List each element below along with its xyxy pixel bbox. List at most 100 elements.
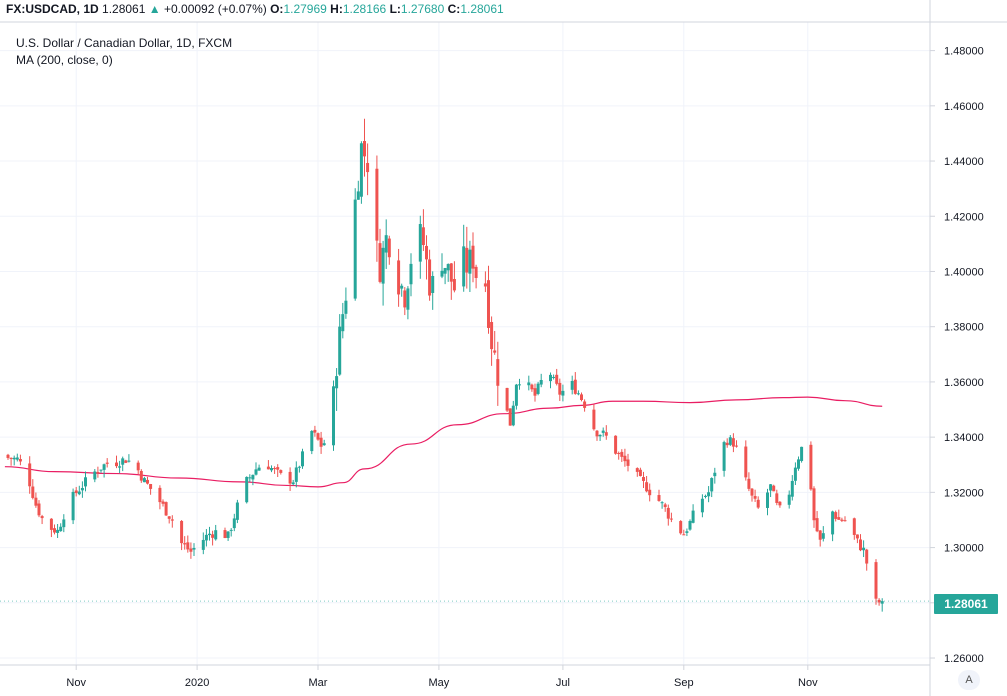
candle-body	[855, 534, 859, 539]
indicator-label[interactable]: MA (200, close, 0)	[16, 53, 113, 67]
candle-body	[598, 434, 602, 437]
candle-body	[735, 445, 738, 447]
candle-body	[381, 247, 385, 284]
candle-body	[192, 548, 196, 550]
candle-body	[865, 549, 869, 564]
candle-body	[638, 469, 642, 477]
candle-body	[626, 459, 630, 466]
candle-body	[28, 463, 32, 487]
candle-body	[852, 518, 856, 535]
price-change: +0.00092 (+0.07%)	[164, 2, 267, 16]
candle-body	[821, 533, 825, 539]
candle-body	[273, 468, 277, 470]
candle-body	[561, 390, 565, 396]
candle-body	[146, 479, 149, 484]
candle-body	[691, 510, 695, 523]
y-tick-label: 1.34000	[944, 432, 984, 444]
candle-body	[251, 474, 255, 480]
candle-body	[592, 409, 596, 430]
x-tick-label: Jul	[556, 677, 570, 689]
candle-body	[319, 437, 323, 447]
candle-body	[291, 482, 295, 485]
candle-body	[375, 168, 379, 241]
candle-body	[797, 459, 800, 469]
candle-body	[400, 285, 404, 289]
y-tick-label: 1.42000	[944, 211, 984, 223]
candle-body	[276, 467, 280, 470]
candle-body	[862, 547, 866, 551]
candle-body	[787, 494, 791, 505]
candle-body	[474, 266, 478, 278]
candle-body	[707, 492, 711, 497]
auto-scale-button[interactable]: A	[958, 670, 980, 690]
candle-body	[514, 384, 518, 406]
candle-body	[657, 495, 661, 501]
candle-body	[6, 454, 10, 458]
candle-body	[186, 542, 190, 550]
candle-body	[127, 460, 131, 462]
candle-body	[493, 350, 497, 353]
candle-body	[679, 521, 683, 534]
x-tick-label: Mar	[309, 677, 328, 689]
candle-body	[635, 468, 639, 472]
symbol-header: FX:USDCAD, 1D 1.28061 ▲ +0.00092 (+0.07%…	[6, 2, 504, 16]
candle-body	[338, 326, 342, 375]
candle-body	[245, 476, 249, 503]
candle-body	[462, 246, 466, 287]
candle-body	[270, 468, 273, 471]
ma-layer	[4, 396, 883, 488]
candle-body	[443, 267, 447, 274]
candle-body	[775, 493, 779, 503]
high-label: H:	[330, 2, 343, 16]
candle-body	[121, 458, 125, 465]
candle-body	[508, 408, 512, 426]
candle-body	[211, 534, 215, 538]
change-arrow-icon: ▲	[148, 2, 161, 16]
candle-body	[124, 460, 128, 463]
candle-body	[80, 487, 84, 491]
candle-body	[682, 534, 686, 536]
candle-body	[815, 518, 819, 532]
candle-body	[279, 470, 283, 473]
last-price: 1.28061	[102, 2, 146, 16]
candle-body	[558, 382, 562, 395]
candle-body	[37, 503, 41, 516]
y-tick-label: 1.36000	[944, 377, 984, 389]
candles	[6, 118, 884, 612]
candle-body	[552, 376, 556, 378]
candle-body	[384, 235, 388, 253]
candle-body	[431, 276, 435, 293]
candle-body	[756, 499, 760, 508]
candle-body	[614, 435, 618, 454]
candle-body	[800, 446, 804, 461]
open-label: O:	[270, 2, 284, 16]
symbol-name[interactable]: FX:USDCAD,	[6, 2, 80, 16]
x-tick-label: 2020	[185, 677, 209, 689]
candle-body	[363, 141, 366, 157]
candle-body	[316, 433, 320, 440]
candle-body	[322, 443, 326, 446]
candle-body	[601, 430, 605, 433]
y-tick-label: 1.30000	[944, 543, 984, 555]
candle-body	[666, 507, 670, 519]
candle-body	[837, 517, 841, 520]
candle-body	[710, 478, 714, 492]
candle-body	[573, 379, 577, 394]
candle-body	[49, 518, 53, 530]
candle-body	[96, 471, 100, 473]
candle-body	[366, 162, 370, 173]
candle-body	[527, 382, 531, 386]
candle-body	[84, 477, 87, 487]
interval[interactable]: 1D	[83, 2, 99, 16]
candle-body	[62, 519, 66, 528]
candle-body	[183, 543, 187, 545]
candle-body	[660, 502, 664, 504]
candle-body	[642, 477, 645, 481]
candle-body	[452, 278, 456, 291]
candle-body	[229, 529, 233, 531]
candle-body	[136, 462, 140, 471]
candle-body	[301, 451, 304, 467]
candle-body	[669, 518, 673, 520]
candle-body	[645, 482, 649, 492]
